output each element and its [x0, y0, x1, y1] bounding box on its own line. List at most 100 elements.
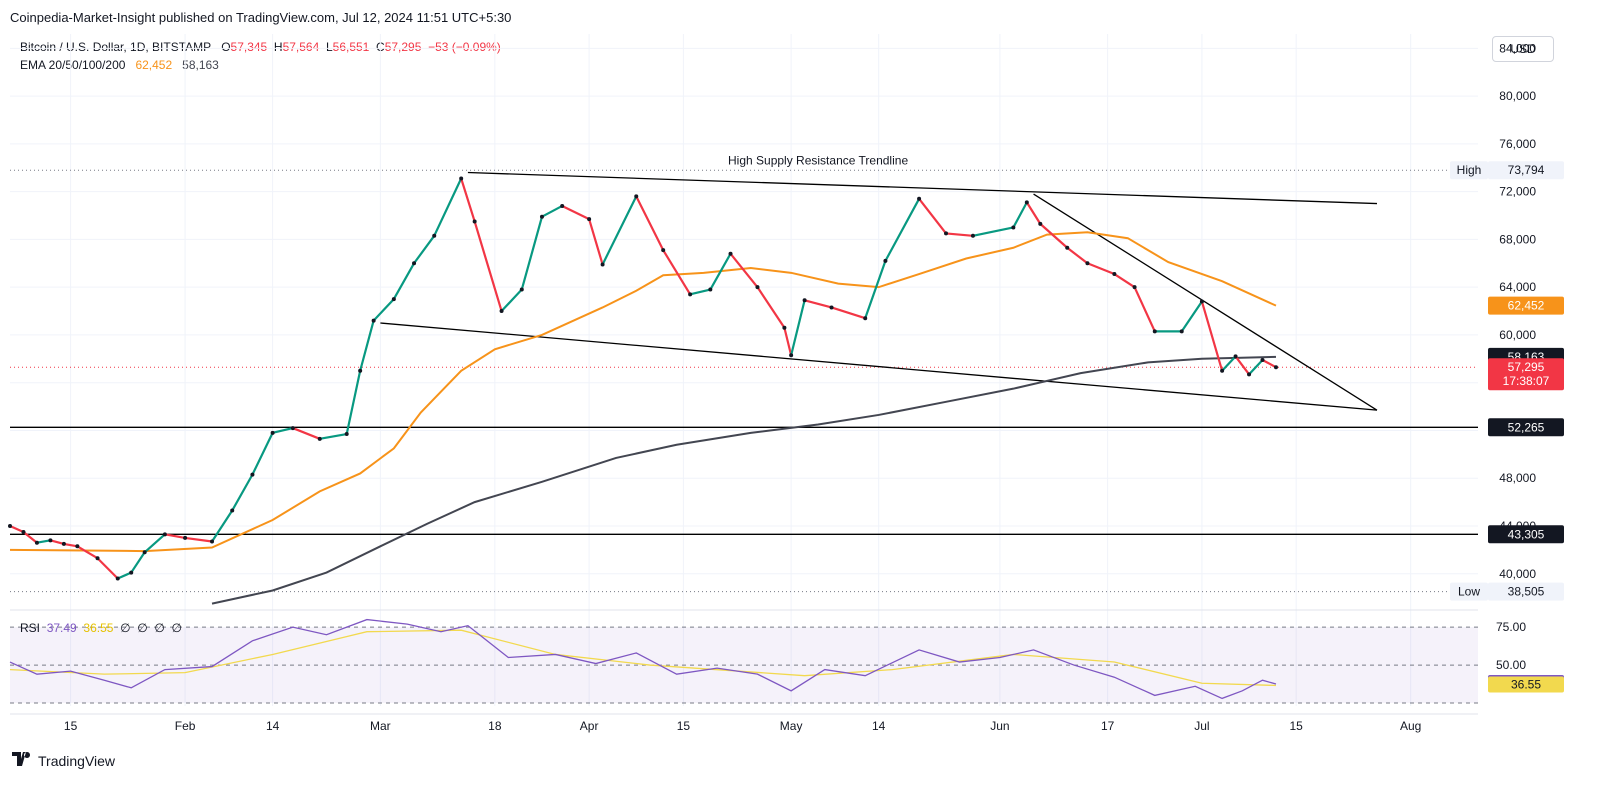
price-badge-level: [1488, 418, 1564, 437]
price-segment: [412, 234, 436, 265]
price-segment: [49, 539, 65, 546]
close-point: [1065, 245, 1070, 250]
price-badge-level: [1488, 525, 1564, 544]
rsi-level-label: 75.00: [1496, 620, 1526, 634]
price-tick-label: 48,000: [1499, 471, 1536, 485]
ema-lines: [9, 231, 1277, 605]
ema-long-value: 58,163: [182, 58, 219, 72]
close-point: [1085, 261, 1090, 266]
price-segment: [588, 217, 604, 266]
price-segment: [359, 319, 375, 372]
close-point: [1011, 225, 1016, 230]
close-point: [688, 292, 693, 297]
symbol-title[interactable]: Bitcoin / U.S. Dollar, 1D, BITSTAMP: [20, 40, 212, 54]
close-point: [829, 305, 834, 310]
close-point: [230, 508, 235, 513]
price-segment: [917, 197, 948, 235]
rsi-legend: RSI 37.49 36.55 ∅ ∅ ∅ ∅: [20, 621, 182, 635]
time-tick-label: 14: [872, 719, 886, 733]
close-point: [34, 540, 39, 545]
close-point: [48, 538, 53, 543]
low-value: 56,551: [332, 40, 370, 54]
price-segment: [520, 215, 544, 291]
price-segment: [1113, 272, 1136, 289]
price-segment: [944, 232, 975, 237]
price-segment: [318, 432, 348, 440]
price-segment: [76, 545, 99, 560]
close-point: [587, 217, 592, 222]
close-point: [95, 556, 100, 561]
rsi-line: [9, 618, 1277, 700]
time-tick-label: Mar: [370, 719, 391, 733]
close-point: [317, 436, 322, 441]
rsi-ma-line: [9, 629, 1277, 687]
price-segment: [8, 524, 25, 534]
time-tick-label: Jun: [990, 719, 1009, 733]
close-point: [1152, 329, 1157, 334]
price-segment: [210, 509, 234, 543]
close-point: [883, 258, 888, 263]
price-badge-value: 43,305: [1508, 527, 1545, 541]
close-point: [1233, 354, 1238, 359]
trendline-upper: [467, 171, 1378, 205]
price-segment: [1039, 222, 1069, 249]
close-point: [944, 231, 949, 236]
price-segment: [35, 539, 52, 544]
price-segment: [884, 197, 921, 262]
price-segment: [1086, 262, 1116, 276]
tradingview-icon: [12, 752, 34, 769]
high-label: H: [273, 40, 283, 54]
close-point: [755, 285, 760, 290]
price-segment: [709, 252, 732, 291]
price-segment: [1261, 358, 1278, 369]
close-point: [600, 262, 605, 267]
price-segment: [601, 195, 638, 266]
close-point: [661, 248, 666, 253]
time-tick-label: Aug: [1400, 719, 1421, 733]
close-point: [412, 261, 417, 266]
rsi-ma-value: 36.55: [83, 621, 114, 635]
close-point: [8, 523, 12, 528]
price-badges: 73,794High38,505Low62,45258,16357,29517:…: [1450, 161, 1564, 693]
close-point: [499, 309, 504, 314]
price-badge-countdown: 17:38:07: [1503, 374, 1550, 388]
price-tick-label: 84,000: [1499, 41, 1536, 55]
price-segment: [864, 259, 887, 320]
ema-short-line: [9, 231, 1277, 553]
price-segment: [662, 249, 692, 296]
price-badge-last: [1488, 358, 1564, 391]
low-label: L: [325, 40, 333, 54]
close-value: 57,295: [384, 40, 422, 54]
close-point: [358, 368, 363, 373]
close-point: [162, 532, 167, 537]
close-point: [560, 203, 565, 208]
price-segment: [392, 262, 416, 301]
price-segment: [251, 431, 274, 476]
price-segment: [689, 288, 712, 296]
publisher-line: Coinpedia-Market-Insight published on Tr…: [10, 10, 512, 25]
close-point: [1260, 358, 1265, 363]
currency-button[interactable]: USD: [1492, 36, 1554, 62]
trendlines: [10, 169, 1478, 593]
ema-short-value: 62,452: [135, 58, 173, 72]
close-point: [210, 539, 215, 544]
rsi-label[interactable]: RSI: [20, 621, 41, 635]
close-point: [917, 196, 922, 201]
close-point: [250, 472, 255, 477]
price-badge-tag: [1450, 161, 1488, 180]
trendline-descending: [1033, 193, 1378, 411]
price-segment: [345, 369, 362, 436]
tradingview-logo[interactable]: TradingView: [12, 752, 115, 769]
price-segment: [540, 204, 564, 218]
time-axis: 15 Feb 14 Mar 18 Apr 15 May 14 Jun 17 Jul 15 Aug: [64, 719, 1421, 733]
rsi-empty-3: ∅: [154, 621, 165, 635]
ema-label[interactable]: EMA 20/50/100/200: [20, 58, 126, 72]
time-tick-label: Feb: [175, 719, 196, 733]
price-segment: [1200, 300, 1224, 372]
price-segment: [271, 426, 294, 434]
price-tick-label: 64,000: [1499, 280, 1536, 294]
time-tick-label: 17: [1101, 719, 1115, 733]
high-value: 57,564: [282, 40, 320, 54]
price-badge-value: 73,794: [1508, 163, 1545, 177]
